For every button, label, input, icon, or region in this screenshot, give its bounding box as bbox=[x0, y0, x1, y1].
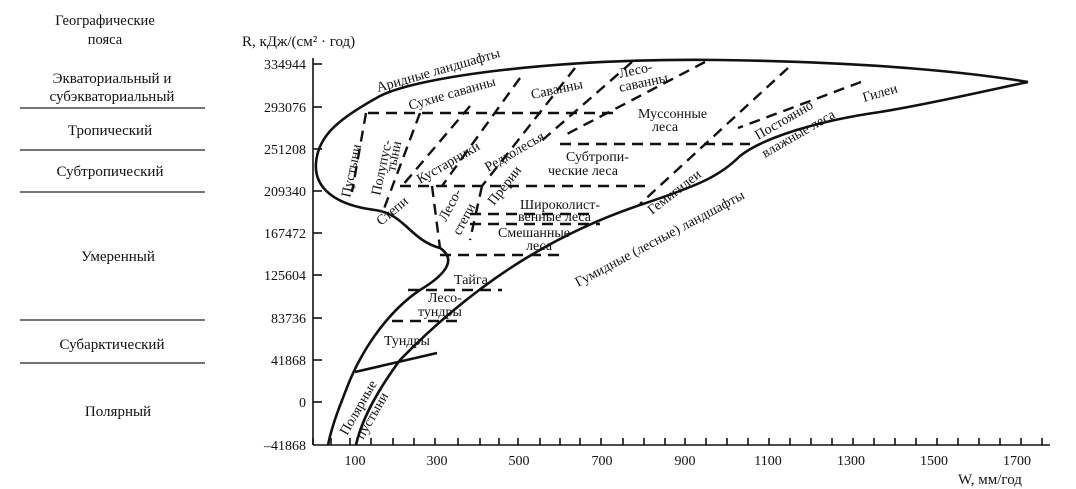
x-tick-label: 300 bbox=[427, 454, 448, 469]
zone-mixed-line2: леса bbox=[526, 239, 553, 254]
zone-subtropical-line2: ческие леса bbox=[548, 164, 619, 179]
belts-title-line2: пояса bbox=[88, 32, 123, 48]
zone-labels: Аридные ландшафты Сухие саванны Саванны … bbox=[337, 46, 899, 442]
belt-temperate: Умеренный bbox=[81, 249, 155, 265]
y-tick-label: 167472 bbox=[264, 227, 306, 242]
x-tick-label: 900 bbox=[675, 454, 696, 469]
x-axis-label: W, мм/год bbox=[958, 472, 1022, 488]
zone-taiga: Тайга bbox=[454, 273, 489, 288]
arid-boundary bbox=[314, 58, 1029, 446]
belt-equatorial-line1: Экваториальный и bbox=[53, 71, 172, 87]
tundra-boundary bbox=[354, 351, 438, 374]
x-tick-label: 1300 bbox=[837, 454, 865, 469]
dash-line bbox=[737, 80, 862, 130]
y-tick-label: 83736 bbox=[271, 312, 306, 327]
y-tick-label: 334944 bbox=[264, 58, 306, 73]
dash-line bbox=[441, 77, 521, 187]
y-tick-label: 0 bbox=[299, 396, 306, 411]
zone-mixed-line1: Смешанные bbox=[498, 226, 570, 241]
dash-line bbox=[639, 67, 789, 205]
zone-forest-tundra-line1: Лесо- bbox=[428, 291, 462, 306]
belt-subarctic: Субарктический bbox=[60, 337, 165, 353]
zone-shrubs: Кустарники bbox=[415, 139, 484, 187]
humid-boundary bbox=[354, 80, 1029, 446]
y-tick-label: 125604 bbox=[264, 269, 306, 284]
dashed-boundaries bbox=[350, 60, 862, 323]
zone-broadleaf-line1: Широколист- bbox=[520, 198, 600, 213]
x-tick-marks bbox=[312, 438, 1043, 445]
zone-hylaea: Гилеи bbox=[861, 81, 900, 105]
x-tick-label: 500 bbox=[509, 454, 530, 469]
dash-line bbox=[566, 60, 706, 136]
dash-line bbox=[537, 61, 633, 145]
y-tick-label: 251208 bbox=[264, 143, 306, 158]
x-tick-label: 100 bbox=[345, 454, 366, 469]
zone-forest-tundra-line2: тундры bbox=[418, 305, 463, 320]
belt-tropical: Тропический bbox=[68, 123, 152, 139]
dash-line bbox=[468, 185, 484, 241]
x-tick-label: 700 bbox=[592, 454, 613, 469]
dash-line bbox=[430, 185, 442, 249]
belt-polar: Полярный bbox=[85, 404, 151, 420]
zone-forest-savannas-line1: Лесо- bbox=[618, 60, 655, 82]
dash-line bbox=[350, 112, 368, 193]
belts-title-line1: Географические bbox=[55, 13, 155, 29]
x-tick-label: 1700 bbox=[1003, 454, 1031, 469]
x-tick-label: 1100 bbox=[754, 454, 781, 469]
dash-line bbox=[481, 67, 576, 187]
y-ticks: 334944 293076 251208 209340 167472 12560… bbox=[263, 58, 322, 454]
y-tick-label: –41868 bbox=[263, 439, 306, 454]
zone-savannas: Саванны bbox=[530, 77, 585, 103]
zone-monsoon-line2: леса bbox=[652, 120, 679, 135]
y-tick-label: 41868 bbox=[271, 354, 306, 369]
zone-deserts: Пустыни bbox=[339, 143, 365, 199]
zone-broadleaf-line2: венные леса bbox=[518, 210, 592, 225]
zone-monsoon-line1: Муссонные bbox=[638, 107, 707, 122]
zone-semideserts-line2: тыни bbox=[384, 139, 405, 172]
belt-subtropical: Субтропический bbox=[57, 164, 164, 180]
y-axis-label: R, кДж/(см² · год) bbox=[242, 34, 355, 50]
zone-subtropical-line1: Субтропи- bbox=[566, 150, 629, 165]
x-ticks: 100 300 500 700 900 1100 1300 1500 1700 bbox=[312, 438, 1043, 469]
belt-equatorial-line2: субэкваториальный bbox=[50, 89, 175, 105]
y-tick-label: 293076 bbox=[264, 101, 306, 116]
zone-tundra: Тундры bbox=[384, 334, 430, 349]
x-tick-label: 1500 bbox=[920, 454, 948, 469]
y-tick-label: 209340 bbox=[264, 185, 306, 200]
